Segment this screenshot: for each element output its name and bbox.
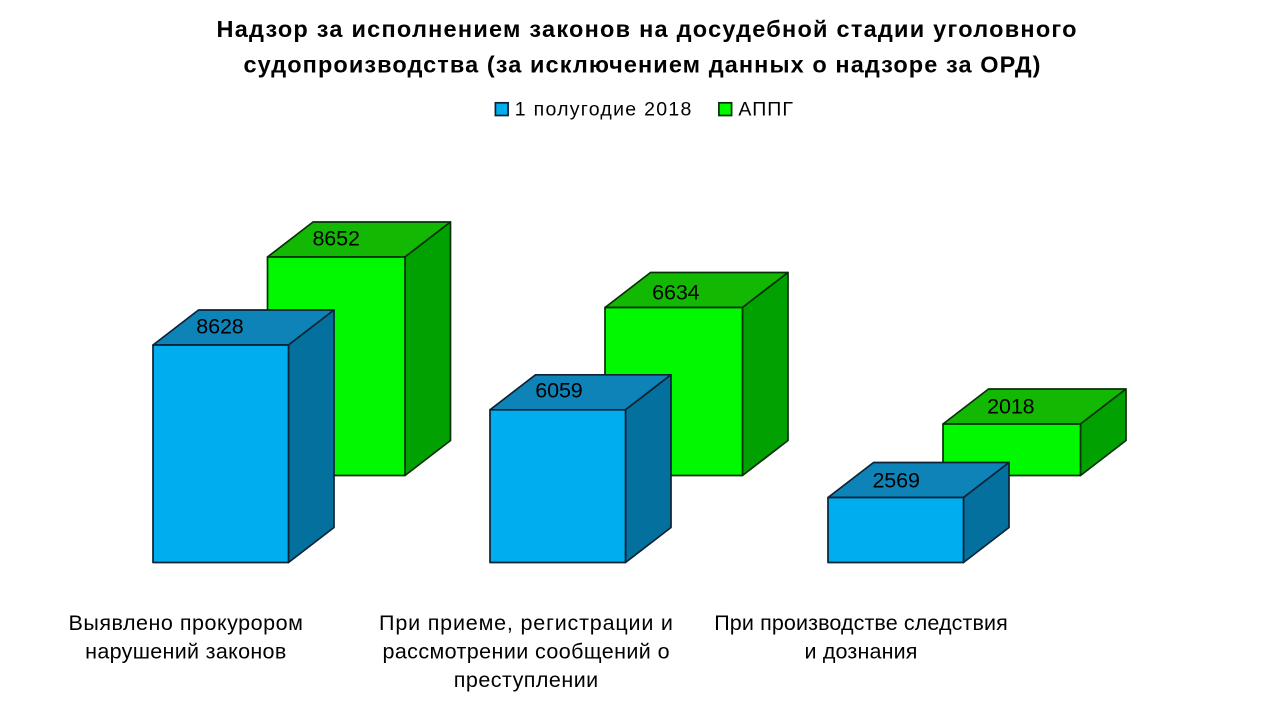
svg-text:АППГ: АППГ xyxy=(738,98,793,120)
svg-text:рассмотрении сообщений о: рассмотрении сообщений о xyxy=(382,640,669,664)
svg-text:2018: 2018 xyxy=(987,394,1035,418)
svg-text:6059: 6059 xyxy=(535,379,583,403)
svg-text:и дознания: и дознания xyxy=(805,640,918,664)
svg-text:При приеме, регистрации и: При приеме, регистрации и xyxy=(379,611,673,635)
svg-text:6634: 6634 xyxy=(652,281,700,305)
svg-text:Выявлено прокурором: Выявлено прокурором xyxy=(69,611,303,635)
svg-text:При производстве следствия: При производстве следствия xyxy=(714,611,1008,635)
svg-text:8652: 8652 xyxy=(312,227,360,251)
svg-text:преступлении: преступлении xyxy=(454,668,598,692)
svg-text:1 полугодие 2018: 1 полугодие 2018 xyxy=(515,98,692,120)
svg-text:нарушений законов: нарушений законов xyxy=(85,640,286,664)
svg-text:судопроизводства (за исключени: судопроизводства (за исключением данных … xyxy=(244,52,1041,78)
svg-text:Надзор за исполнением законов: Надзор за исполнением законов на досудеб… xyxy=(217,16,1077,42)
svg-text:8628: 8628 xyxy=(196,315,244,339)
svg-text:2569: 2569 xyxy=(872,469,920,493)
